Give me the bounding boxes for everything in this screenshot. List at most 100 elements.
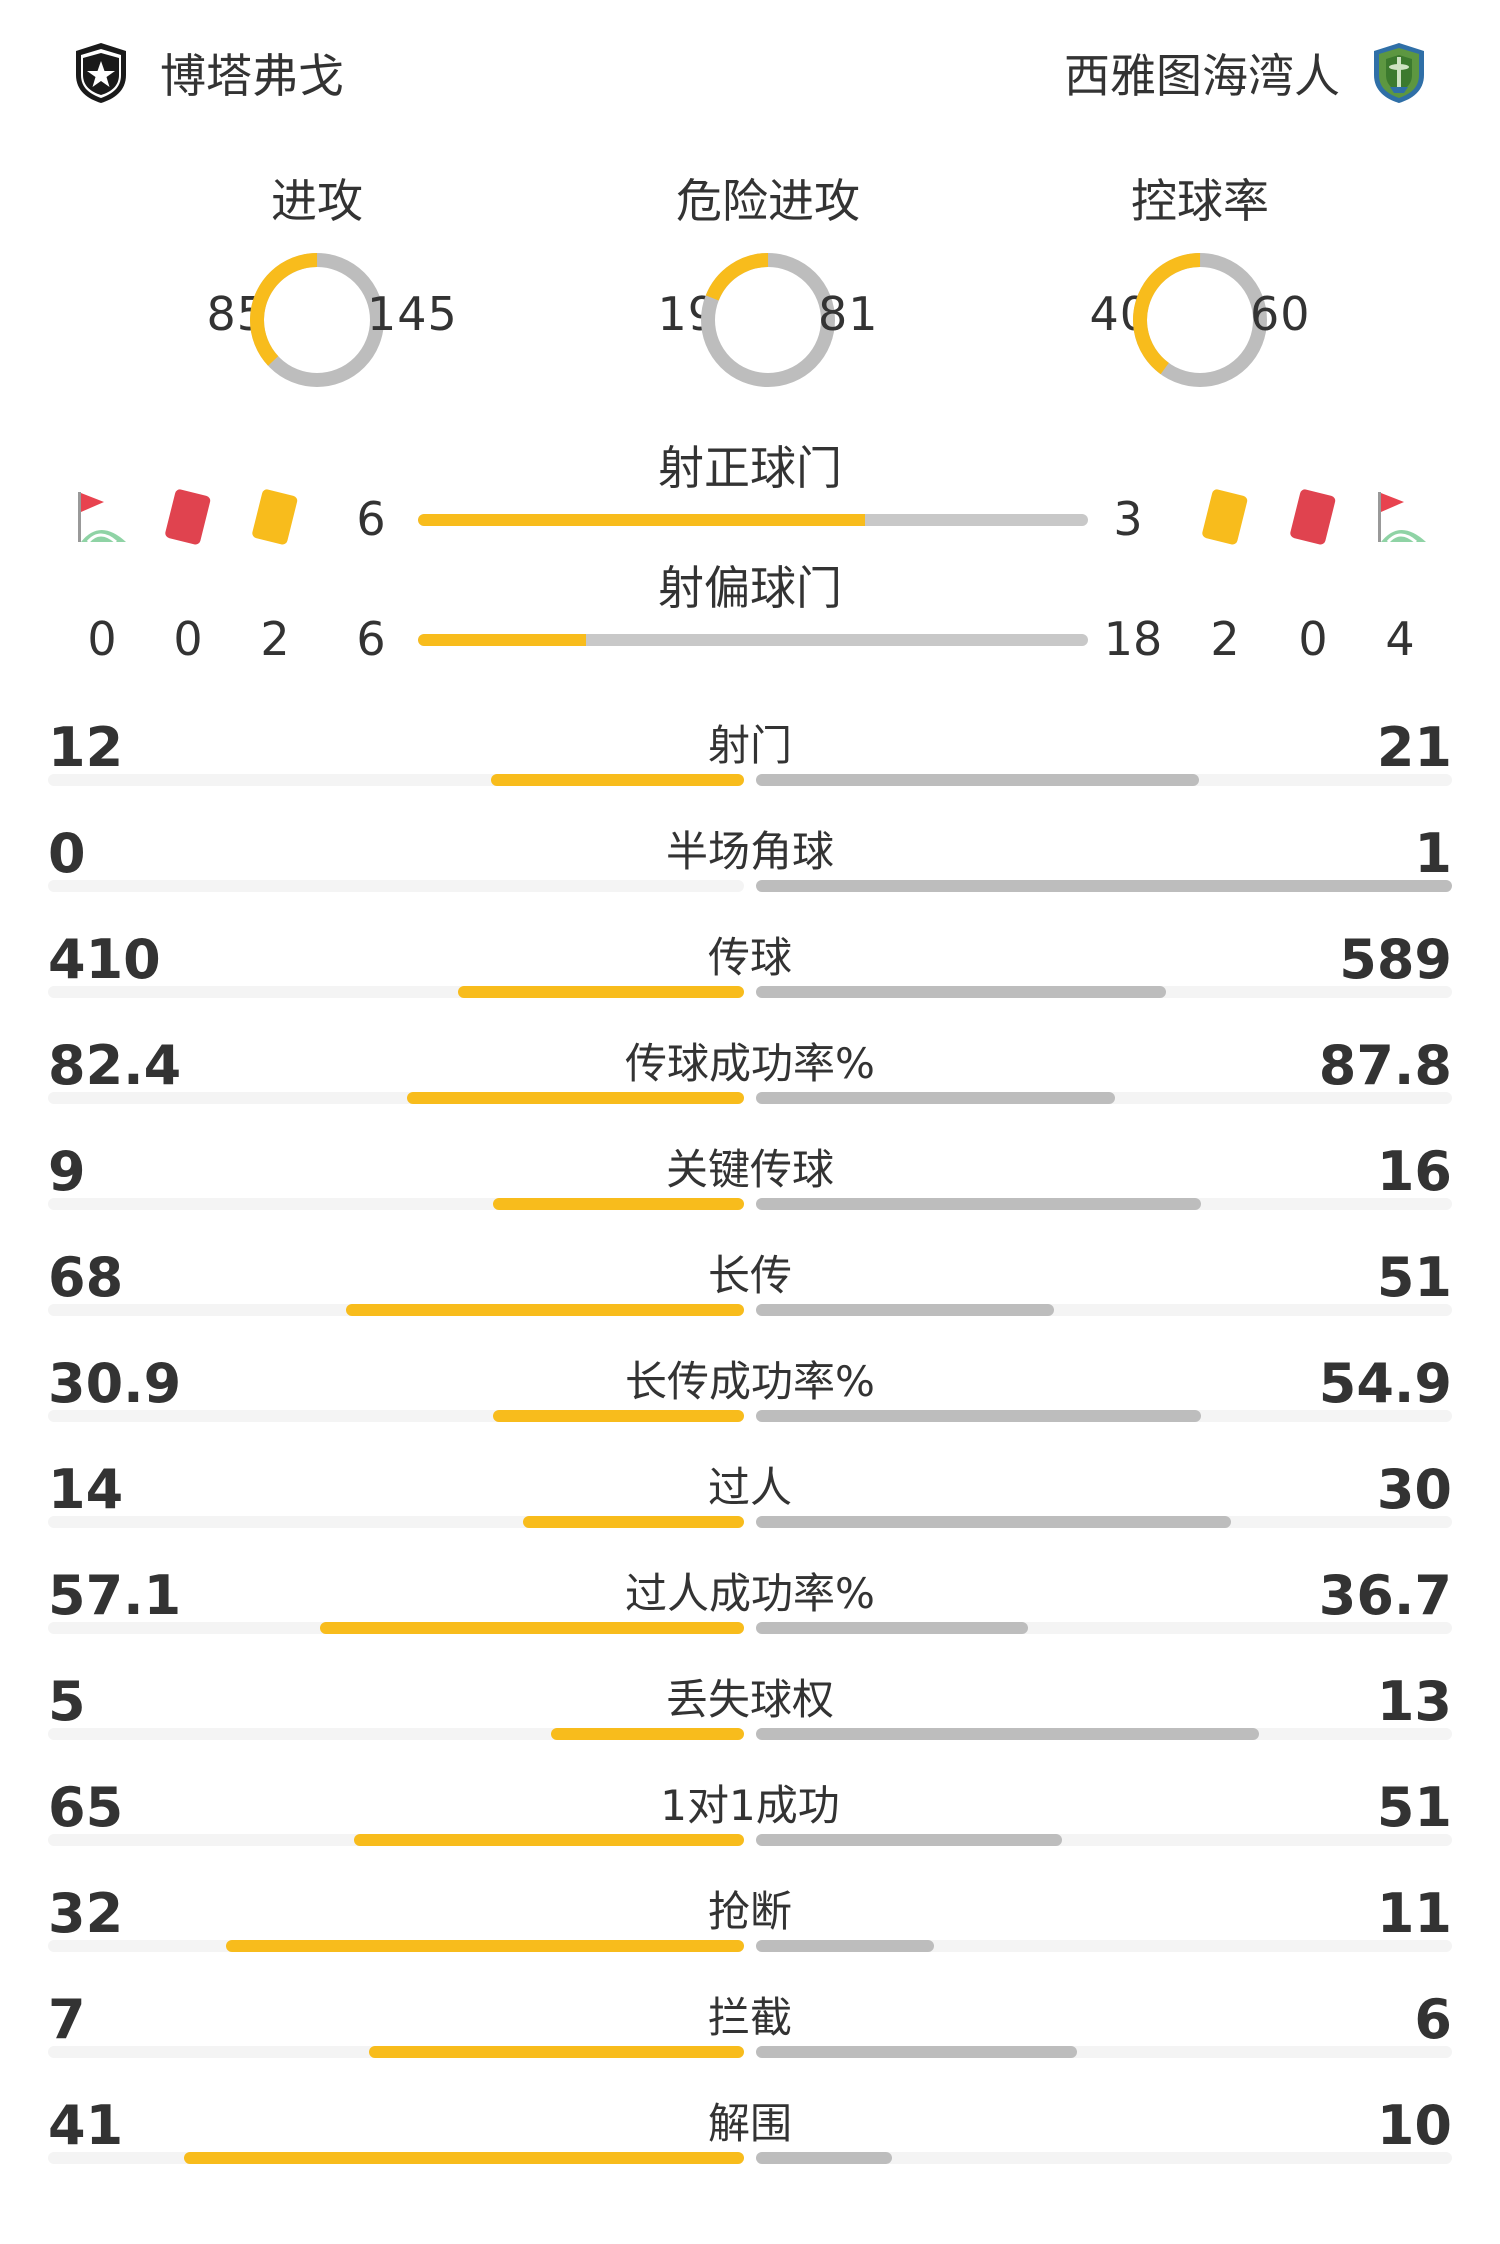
away-team-name: 西雅图海湾人 <box>1064 49 1340 103</box>
stat-row: 41 解围 10 <box>48 2084 1452 2190</box>
stat-home-value: 65 <box>48 1776 124 1839</box>
stat-away-bar <box>756 1304 1055 1316</box>
home-yellow-card-icon <box>252 489 298 545</box>
stat-away-value: 589 <box>1339 928 1452 991</box>
shots-off-home-value: 6 <box>356 612 386 666</box>
stat-label: 拦截 <box>707 1993 792 2042</box>
stat-home-bar <box>493 1198 744 1210</box>
stat-row: 68 长传 51 <box>48 1236 1452 1342</box>
stat-home-value: 82.4 <box>48 1034 182 1097</box>
stat-away-value: 16 <box>1376 1140 1452 1203</box>
stat-away-bar <box>756 1198 1202 1210</box>
stat-label: 射门 <box>707 721 792 770</box>
shots-off-away-value: 18 <box>1103 612 1163 666</box>
stat-row: 0 半场角球 1 <box>48 812 1452 918</box>
stat-row: 12 射门 21 <box>48 706 1452 812</box>
donut-home-arc <box>1133 253 1267 387</box>
stat-away-bar <box>756 2152 893 2164</box>
stat-row: 65 1对1成功 51 <box>48 1766 1452 1872</box>
stat-home-track <box>48 880 744 892</box>
stat-away-value: 1 <box>1414 822 1452 885</box>
home-team-name: 博塔弗戈 <box>160 49 344 103</box>
stat-label: 1对1成功 <box>660 1781 840 1830</box>
stat-row: 14 过人 30 <box>48 1448 1452 1554</box>
stat-home-bar <box>226 1940 744 1952</box>
away-corners-count: 4 <box>1385 612 1415 666</box>
stat-home-bar <box>550 1728 744 1740</box>
stat-label: 半场角球 <box>665 827 834 876</box>
shots-off-bar <box>418 634 1088 646</box>
stat-home-bar <box>346 1304 744 1316</box>
stat-home-bar <box>354 1834 744 1846</box>
stat-home-bar <box>369 2046 744 2058</box>
stat-row: 82.4 传球成功率% 87.8 <box>48 1024 1452 1130</box>
donut-ring <box>1133 253 1267 387</box>
stat-away-bar <box>756 2046 1078 2058</box>
away-team[interactable]: 西雅图海湾人 <box>1064 40 1428 106</box>
stat-away-value: 13 <box>1376 1670 1452 1733</box>
stat-away-value: 51 <box>1376 1246 1452 1309</box>
stat-away-bar <box>756 1728 1259 1740</box>
stat-away-track <box>756 2152 1452 2164</box>
stat-home-bar <box>458 986 744 998</box>
stat-home-value: 5 <box>48 1670 86 1733</box>
stat-row: 7 拦截 6 <box>48 1978 1452 2084</box>
home-yellow-cards-count: 2 <box>260 612 290 666</box>
stat-home-value: 68 <box>48 1246 124 1309</box>
shots-on-title: 射正球门 <box>658 441 842 495</box>
stat-label: 解围 <box>707 2099 792 2148</box>
donut-ring <box>250 253 384 387</box>
stat-label: 传球 <box>707 933 792 982</box>
donut-attacks: 进攻 85 145 <box>137 165 497 405</box>
shots-on-bar <box>418 514 1088 526</box>
home-team[interactable]: 博塔弗戈 <box>72 40 344 106</box>
stat-away-bar <box>756 1834 1062 1846</box>
stat-away-value: 51 <box>1376 1776 1452 1839</box>
donut-away-value: 145 <box>367 287 458 341</box>
donut-dangerous-attacks: 危险进攻 19 81 <box>588 165 948 405</box>
shots-off-title: 射偏球门 <box>658 561 842 615</box>
match-header: 博塔弗戈 西雅图海湾人 <box>0 0 1500 150</box>
stat-away-value: 21 <box>1376 716 1452 779</box>
stat-row: 410 传球 589 <box>48 918 1452 1024</box>
stat-home-value: 41 <box>48 2094 124 2157</box>
stat-row: 5 丢失球权 13 <box>48 1660 1452 1766</box>
away-yellow-cards-count: 2 <box>1210 612 1240 666</box>
stat-home-value: 12 <box>48 716 124 779</box>
home-red-card-icon <box>165 489 211 545</box>
donut-home-arc <box>250 253 384 387</box>
stat-home-bar <box>490 774 744 786</box>
stat-home-value: 410 <box>48 928 161 991</box>
stat-away-value: 87.8 <box>1318 1034 1452 1097</box>
stat-home-value: 30.9 <box>48 1352 182 1415</box>
stat-away-value: 36.7 <box>1318 1564 1452 1627</box>
stat-away-value: 6 <box>1414 1988 1452 2051</box>
home-red-cards-count: 0 <box>173 612 203 666</box>
stat-home-value: 0 <box>48 822 86 885</box>
stat-away-bar <box>756 1516 1231 1528</box>
stat-home-bar <box>320 1622 744 1634</box>
away-red-card-icon <box>1290 489 1336 545</box>
stat-away-bar <box>756 774 1199 786</box>
stat-home-value: 14 <box>48 1458 124 1521</box>
away-corner-flag-icon <box>1378 492 1426 544</box>
away-red-cards-count: 0 <box>1298 612 1328 666</box>
home-corner-flag-icon <box>78 492 126 544</box>
stat-label: 关键传球 <box>665 1145 834 1194</box>
donut-title: 进攻 <box>271 174 363 228</box>
donut-title: 危险进攻 <box>676 174 860 228</box>
stat-away-value: 54.9 <box>1318 1352 1452 1415</box>
stat-home-bar <box>493 1410 744 1422</box>
away-yellow-card-icon <box>1202 489 1248 545</box>
donut-title: 控球率 <box>1131 174 1269 228</box>
stat-row: 9 关键传球 16 <box>48 1130 1452 1236</box>
stat-row: 32 抢断 11 <box>48 1872 1452 1978</box>
stat-home-value: 32 <box>48 1882 124 1945</box>
stat-home-value: 57.1 <box>48 1564 182 1627</box>
stat-label: 过人 <box>707 1463 792 1512</box>
stat-away-bar <box>756 1622 1029 1634</box>
stat-row: 30.9 长传成功率% 54.9 <box>48 1342 1452 1448</box>
donut-away-value: 81 <box>818 287 879 341</box>
stat-away-bar <box>756 1940 935 1952</box>
stat-away-value: 10 <box>1376 2094 1452 2157</box>
